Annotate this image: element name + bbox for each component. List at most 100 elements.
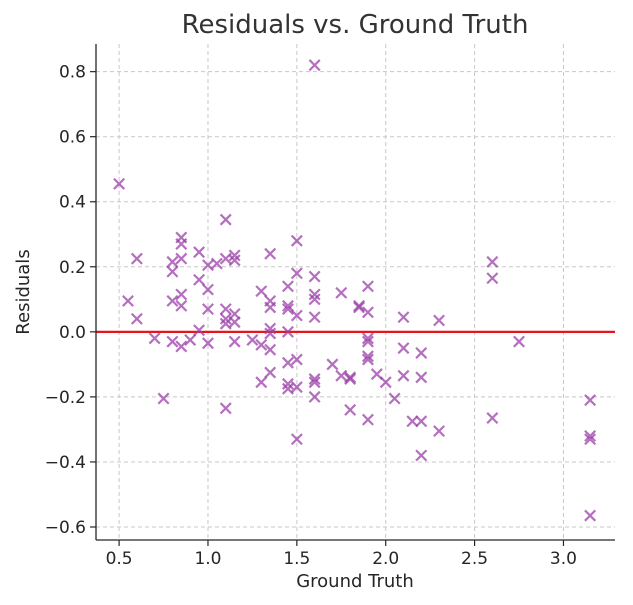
data-point-marker [290,234,303,247]
data-point-marker [193,246,206,259]
data-point-marker [486,255,499,268]
data-point-marker [353,299,366,312]
data-point-marker [175,288,188,301]
data-point-marker [193,273,206,286]
data-point-marker [281,299,294,312]
data-point-marker [361,335,374,348]
grid [96,44,615,540]
data-point-marker [415,371,428,384]
y-tick-label: 0.8 [59,63,86,83]
data-points [113,59,597,522]
data-point-marker [308,373,321,385]
data-point-marker [308,390,321,403]
data-point-marker [113,177,126,190]
data-point-marker [130,312,143,325]
data-point-marker [308,376,321,389]
data-point-marker [175,238,188,251]
y-tick-label: 0.4 [59,193,86,213]
data-point-marker [361,280,374,293]
data-point-marker [415,415,428,428]
y-tick-label: 0.0 [59,323,86,343]
data-point-marker [290,309,303,322]
data-point-marker [290,433,303,446]
data-point-marker [255,338,268,351]
data-point-marker [130,252,143,265]
data-point-marker [264,327,277,340]
data-point-marker [228,335,241,348]
data-point-marker [308,293,321,306]
data-point-marker [361,353,374,366]
data-point-marker [148,332,161,345]
data-point-marker [353,301,366,314]
y-tick-label: 0.6 [59,128,86,148]
data-point-marker [290,381,303,394]
data-point-marker [166,335,179,348]
data-point-marker [281,377,294,390]
data-point-marker [228,254,241,267]
data-point-marker [255,376,268,389]
data-point-marker [406,415,419,428]
data-point-marker [433,425,446,438]
data-point-marker [486,272,499,285]
data-point-marker [361,350,374,363]
data-point-marker [157,392,170,405]
data-point-marker [290,353,303,366]
data-point-marker [264,322,277,335]
data-point-marker [219,213,232,226]
data-point-marker [361,413,374,426]
data-point-marker [264,343,277,356]
data-point-marker [397,311,410,324]
data-point-marker [415,347,428,359]
data-point-marker [486,412,499,425]
y-tick-label: −0.2 [45,388,86,408]
x-tick-label: 2.5 [461,549,488,569]
data-point-marker [184,333,197,346]
data-point-marker [201,337,214,350]
data-point-marker [584,429,597,442]
data-point-marker [584,433,597,446]
data-point-marker [122,294,134,307]
data-point-marker [584,509,597,522]
data-point-marker [264,247,277,260]
y-axis-label: Residuals [13,249,34,334]
data-point-marker [397,369,410,382]
data-point-marker [219,402,232,415]
y-tick-label: 0.2 [59,258,86,278]
x-tick-label: 3.0 [550,549,577,569]
data-point-marker [228,249,241,262]
data-point-marker [290,267,303,280]
data-point-marker [308,59,321,72]
data-point-marker [201,283,214,296]
data-point-marker [210,257,223,270]
data-point-marker [219,303,232,316]
x-tick-label: 0.5 [106,549,133,569]
y-tick-label: −0.6 [45,518,86,538]
data-point-marker [201,303,214,316]
data-point-marker [281,325,294,338]
data-point-marker [379,376,392,389]
data-point-marker [433,314,446,327]
x-tick-label: 1.0 [194,549,221,569]
axes: 0.5 1.0 1.5 2.0 2.5 3.0 −0.6 −0.4 −0.2 0.0 0.2 0.4 0… [45,44,615,569]
data-point-marker [219,252,232,265]
data-point-marker [166,294,179,307]
data-point-marker [281,356,294,369]
data-point-marker [246,333,259,346]
data-point-marker [166,265,179,278]
data-point-marker [335,369,348,382]
data-point-marker [397,342,410,355]
data-point-marker [219,317,232,330]
data-point-marker [166,255,179,268]
data-point-marker [308,288,321,301]
data-point-marker [264,301,277,314]
data-point-marker [361,306,374,319]
data-point-marker [255,285,268,298]
data-point-marker [201,259,214,272]
data-point-marker [388,392,401,405]
data-point-marker [175,252,188,265]
data-point-marker [281,382,294,395]
data-point-marker [361,332,374,345]
x-axis-label: Ground Truth [296,571,414,592]
data-point-marker [175,340,188,353]
